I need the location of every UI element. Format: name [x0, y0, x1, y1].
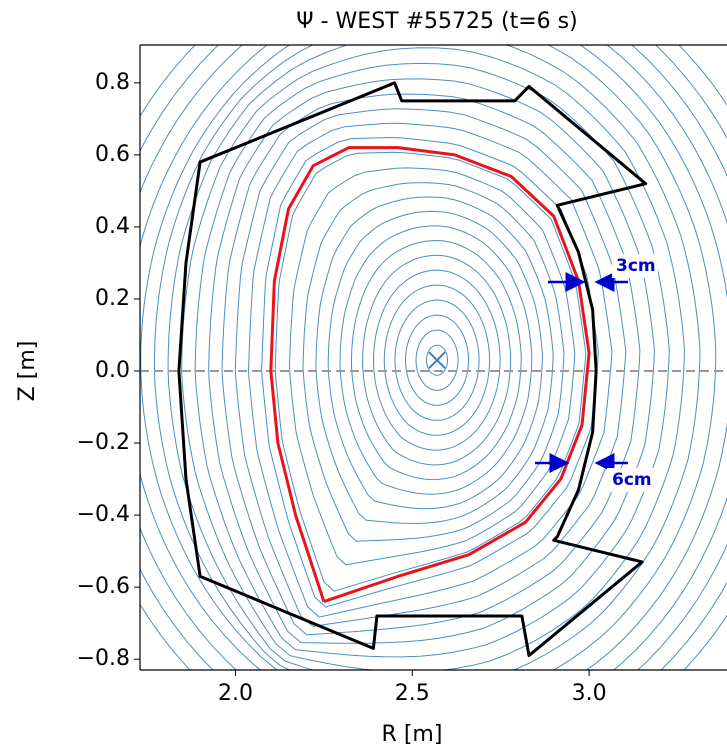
annotation: 6cm [612, 470, 652, 490]
flux-contour [302, 182, 565, 542]
y-tick-label: −0.8 [77, 646, 130, 671]
flux-contour [140, 45, 727, 670]
flux-contour [153, 45, 717, 670]
y-tick-label: 0.0 [95, 358, 130, 383]
annotation-box [607, 468, 657, 492]
flux-contour [339, 225, 533, 495]
wall-line [177, 81, 648, 658]
plot-layer: 2.0 2.5 3.0 0.8 0.6 0.4 0.2 0.0 −0.2 −0.4 −0.6 −0.8 [77, 70, 727, 706]
flux-contour [351, 239, 522, 481]
flux-contour [426, 344, 448, 376]
flux-contour [208, 78, 655, 644]
y-axis-label: Z [m] [15, 341, 40, 402]
flux-contour [327, 210, 544, 510]
y-tick-label: 0.8 [95, 70, 130, 95]
flux-contour [181, 47, 685, 670]
flux-contour [140, 45, 727, 670]
flux-contour [394, 299, 480, 421]
separatrix-line [269, 146, 591, 603]
y-tick-label: 0.6 [95, 142, 130, 167]
flux-contour [261, 136, 599, 608]
flux-contour [167, 45, 701, 670]
flux-contour [140, 45, 727, 670]
y-tick-label: −0.2 [77, 430, 130, 455]
annotation: 3cm [616, 256, 656, 276]
flux-contour [288, 167, 576, 566]
y-tick-label: 0.4 [95, 214, 130, 239]
x-axis-label: R [m] [382, 722, 443, 747]
x-tick-label: 2.5 [395, 681, 430, 706]
flux-contour [362, 254, 512, 466]
y-tick-label: −0.4 [77, 502, 130, 527]
y-tick-label: −0.6 [77, 574, 130, 599]
x-tick-label: 3.0 [572, 681, 607, 706]
flux-contour [247, 122, 613, 618]
flux-contour [194, 62, 670, 658]
flux-contour [274, 151, 587, 592]
y-tick-label: 0.2 [95, 286, 130, 311]
chart-title: Ψ - WEST #55725 (t=6 s) [296, 9, 577, 34]
flux-contour [372, 269, 501, 451]
flux-contour [315, 196, 554, 524]
flux-contour [234, 108, 627, 627]
flux-contour [221, 93, 641, 636]
flux-contour [140, 45, 727, 670]
x-tick-label: 2.0 [218, 681, 253, 706]
flux-contour [415, 329, 459, 391]
flux-contour [140, 45, 727, 670]
magnetic-axis [428, 351, 446, 369]
flux-contour [383, 284, 491, 436]
annotation-box [612, 254, 658, 278]
flux-contour [405, 314, 469, 406]
contour-group [140, 45, 727, 670]
